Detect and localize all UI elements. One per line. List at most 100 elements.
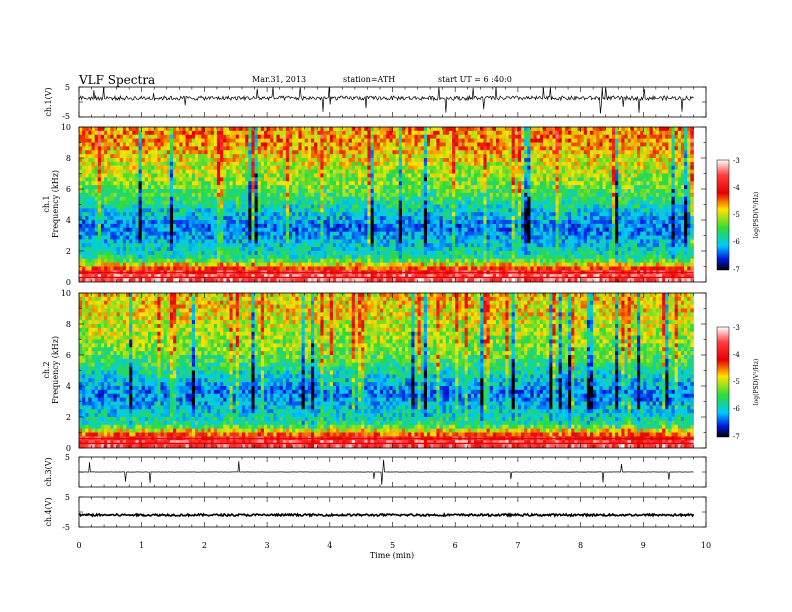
spec1-cell — [627, 208, 632, 213]
spec1-cell — [433, 189, 437, 194]
spec1-cell — [94, 212, 99, 217]
spec1-cell — [235, 200, 240, 205]
spec1-cell — [618, 216, 622, 221]
spec1-cell — [593, 169, 597, 174]
spec1-cell — [464, 196, 469, 202]
spec1-cell — [649, 185, 654, 190]
spec1-cell — [345, 196, 350, 202]
spec1-cell — [495, 138, 500, 143]
spec1-cell — [420, 138, 425, 143]
spec1-cell — [97, 208, 102, 213]
spec1-cell — [220, 192, 224, 198]
spec1-cell — [436, 196, 440, 202]
spec1-cell — [295, 196, 299, 202]
spec1-cell — [655, 161, 660, 167]
spec1-cell — [480, 134, 484, 140]
spec1-cell — [420, 192, 425, 198]
spec1-cell — [310, 161, 315, 167]
spec1-cell — [220, 150, 224, 155]
spec1-cell — [298, 216, 302, 221]
spec1-cell — [690, 220, 694, 225]
spec1-cell — [615, 208, 619, 213]
spec1-cell — [395, 181, 400, 186]
spec1-cell — [426, 212, 431, 217]
spec1-cell — [260, 165, 265, 171]
spec1-cell — [257, 158, 262, 163]
spec1-cell — [627, 185, 632, 190]
spec1-cell — [144, 185, 149, 190]
spec1-cell — [345, 223, 350, 229]
spec1-cell — [220, 196, 224, 202]
spec1-cell — [310, 165, 315, 171]
spec1-cell — [116, 208, 121, 213]
spec1-cell — [602, 216, 607, 221]
spec1-cell — [461, 138, 466, 143]
spec1-cell — [586, 165, 591, 171]
spec1-cell — [618, 134, 622, 140]
spec1-cell — [477, 181, 481, 186]
spec1-cell — [138, 196, 143, 202]
spec1-cell — [671, 154, 676, 159]
spec1-cell — [508, 192, 513, 198]
spec1-cell — [301, 173, 306, 178]
spec1-cell — [533, 181, 538, 186]
spec1-cell — [91, 220, 96, 225]
spec1-cell — [420, 216, 425, 221]
spec1-cell — [119, 138, 124, 143]
spec1-cell — [226, 223, 230, 229]
spec1-cell — [138, 185, 143, 190]
spec1-cell — [536, 154, 541, 159]
spec1-cell — [204, 173, 208, 178]
spec1-cell — [690, 204, 694, 209]
spec1-cell — [354, 196, 359, 202]
spec1-cell — [668, 169, 672, 174]
spec1-cell — [113, 212, 118, 217]
spec1-cell — [489, 196, 494, 202]
spec1-cell — [223, 146, 227, 151]
spec1-cell — [354, 177, 359, 182]
spec1-cell — [658, 134, 663, 140]
spec1-cell — [502, 134, 506, 140]
spec1-cell — [323, 134, 328, 140]
spec1-cell — [445, 177, 450, 182]
spec1-cell — [414, 146, 418, 151]
spec1-cell — [486, 208, 491, 213]
spec1-cell — [147, 212, 152, 217]
spec1-cell — [257, 127, 262, 132]
spec1-cell — [680, 204, 685, 209]
spec1-cell — [339, 200, 343, 205]
spec1-cell — [176, 146, 180, 151]
spec1-cell — [245, 138, 249, 143]
spec1-cell — [204, 150, 208, 155]
spec1-cell — [144, 200, 149, 205]
spec1-cell — [580, 169, 585, 174]
spec1-cell — [495, 173, 500, 178]
spec1-cell — [395, 130, 400, 136]
spec1-cell — [119, 161, 124, 167]
spec1-cell — [122, 216, 127, 221]
spec1-cell — [401, 192, 406, 198]
spec1-cell — [251, 189, 255, 194]
spec1-cell — [307, 181, 312, 186]
spec1-cell — [511, 220, 516, 225]
spec1-cell — [430, 165, 434, 171]
spec1-cell — [191, 146, 196, 151]
spec1-cell — [304, 169, 309, 174]
spec1-cell — [373, 154, 378, 159]
spec1-cell — [401, 161, 406, 167]
spec1-cell — [486, 142, 491, 147]
spec1-cell — [677, 220, 682, 225]
spec1-cell — [82, 223, 86, 229]
spec1-cell — [282, 165, 287, 171]
spec1-cell — [665, 158, 669, 163]
spec1-cell — [539, 154, 544, 159]
spec1-cell — [495, 130, 500, 136]
spec1-cell — [126, 177, 130, 182]
spec1-cell — [339, 212, 343, 217]
spec1-cell — [662, 177, 666, 182]
spec1-cell — [455, 169, 459, 174]
spec1-cell — [439, 204, 444, 209]
spec1-cell — [126, 130, 130, 136]
spec1-cell — [135, 146, 139, 151]
spec1-cell — [401, 189, 406, 194]
